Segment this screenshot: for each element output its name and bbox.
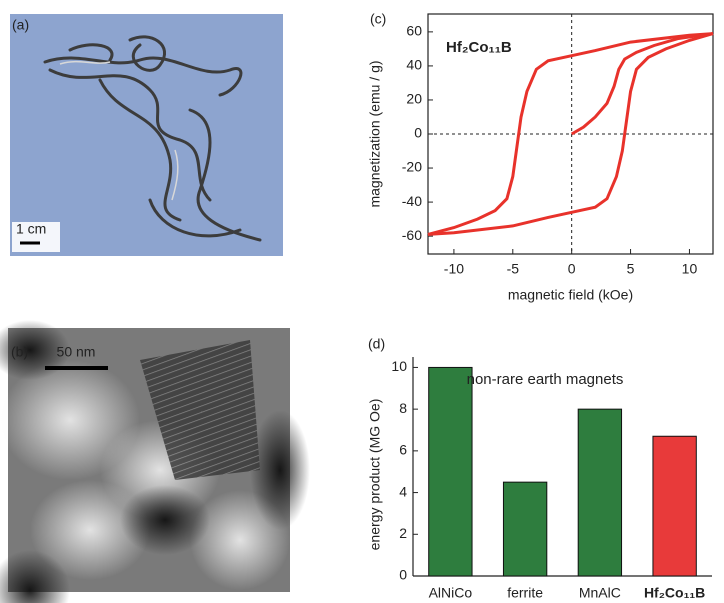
photo-a: (a) 1 cm [10, 14, 283, 256]
x-axis-title: magnetic field (kOe) [508, 287, 633, 303]
annotation: Hf₂Co₁₁B [446, 39, 512, 56]
x-tick-label: ferrite [507, 585, 543, 601]
y-tick-label: 4 [399, 483, 407, 499]
y-tick-label: -60 [402, 227, 422, 243]
y-tick-label: -40 [402, 193, 422, 209]
y-tick-label: 6 [399, 442, 407, 458]
y-tick-label: 2 [399, 525, 407, 541]
panel-label: (c) [370, 11, 386, 27]
bar [428, 366, 473, 577]
panel-label: (a) [12, 17, 29, 33]
loop-line [427, 32, 714, 236]
x-tick-label: 5 [627, 261, 635, 277]
y-tick-label: 0 [414, 125, 422, 141]
y-tick-label: 8 [399, 400, 407, 416]
scale-bar-label: 1 cm [16, 221, 46, 237]
photo-b: (b) 50 nm [0, 320, 310, 603]
x-tick-label: Hf₂Co₁₁B [644, 585, 705, 601]
panel-label: (d) [368, 336, 385, 352]
scale-bar-label: 50 nm [57, 344, 96, 360]
bar [502, 481, 548, 577]
y-axis-title: energy product (MG Oe) [367, 399, 383, 551]
bar [577, 408, 623, 577]
y-tick-label: 0 [399, 567, 407, 583]
x-tick-label: AlNiCo [429, 585, 473, 601]
y-tick-label: 10 [391, 358, 407, 374]
chart-title: non-rare earth magnets [467, 371, 624, 388]
y-tick-label: 40 [406, 57, 422, 73]
y-tick-label: 60 [406, 23, 422, 39]
loop-line [427, 32, 714, 236]
x-tick-label: -10 [444, 261, 464, 277]
y-axis-title: magnetization (emu / g) [367, 60, 383, 207]
panel-label: (b) [11, 344, 28, 360]
x-tick-label: -5 [507, 261, 520, 277]
bar [652, 435, 697, 577]
loop-line [570, 32, 714, 136]
y-tick-label: -20 [402, 159, 422, 175]
y-tick-label: 20 [406, 91, 422, 107]
x-tick-label: 0 [568, 261, 576, 277]
x-tick-label: MnAlC [579, 585, 621, 601]
x-tick-label: 10 [682, 261, 698, 277]
